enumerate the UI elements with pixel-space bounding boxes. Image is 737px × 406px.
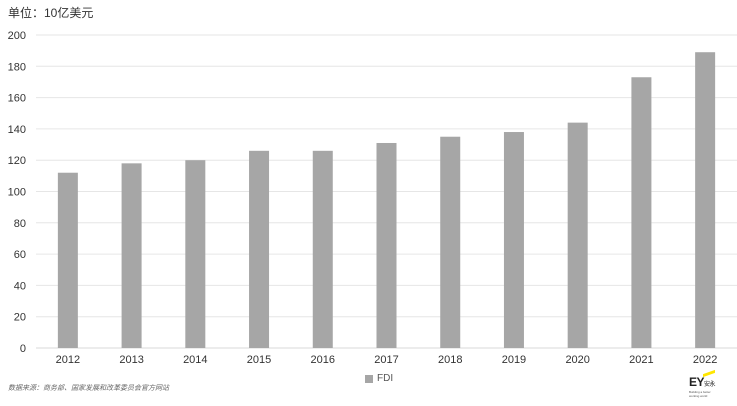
logo-tagline: Building a better working world (689, 390, 711, 398)
bar-2018 (440, 136, 461, 348)
y-tick-label: 140 (8, 124, 26, 136)
bars (57, 52, 716, 349)
y-tick-label: 60 (14, 249, 26, 261)
y-tick-label: 0 (20, 343, 26, 355)
logo-cn: 安永 (704, 382, 716, 388)
x-axis-ticks: 2012 2013 2014 2015 2016 2017 2018 2019 2020 2021… (56, 354, 718, 366)
y-tick-label: 180 (8, 61, 26, 73)
bar-2021 (631, 77, 652, 348)
legend: FDI (365, 373, 393, 384)
bar-2017 (376, 142, 397, 348)
unit-label: 单位：10亿美元 (8, 6, 94, 20)
x-tick-label: 2017 (374, 354, 398, 366)
bar-2020 (567, 122, 588, 348)
y-axis-ticks: 0 20 40 60 80 100 120 140 160 180 200 (8, 30, 26, 355)
bar-2022 (695, 52, 716, 349)
bar-2013 (121, 163, 142, 348)
x-tick-label: 2022 (693, 354, 717, 366)
bar-2019 (503, 132, 524, 348)
y-tick-label: 160 (8, 93, 26, 105)
logo-mark: EY (689, 375, 705, 389)
y-tick-label: 40 (14, 280, 26, 292)
y-tick-label: 200 (8, 30, 26, 42)
y-tick-label: 120 (8, 155, 26, 167)
y-tick-label: 100 (8, 187, 26, 199)
x-tick-label: 2013 (119, 354, 143, 366)
bar-2016 (312, 150, 333, 348)
x-tick-label: 2020 (565, 354, 589, 366)
x-tick-label: 2019 (502, 354, 526, 366)
x-tick-label: 2021 (629, 354, 653, 366)
y-tick-label: 80 (14, 218, 26, 230)
legend-swatch (365, 374, 373, 383)
x-tick-label: 2016 (311, 354, 335, 366)
ey-logo: EY安永 Building a better working world (689, 369, 719, 402)
x-tick-label: 2014 (183, 354, 207, 366)
legend-label: FDI (377, 373, 394, 384)
bar-2014 (185, 160, 206, 348)
x-tick-label: 2015 (247, 354, 271, 366)
y-tick-label: 20 (14, 312, 26, 324)
source-note: 数据来源：商务部、国家发展和改革委员会官方网站 (8, 385, 169, 392)
x-tick-label: 2018 (438, 354, 462, 366)
x-tick-label: 2012 (56, 354, 80, 366)
bar-2012 (57, 172, 78, 348)
bar-2015 (249, 150, 270, 348)
